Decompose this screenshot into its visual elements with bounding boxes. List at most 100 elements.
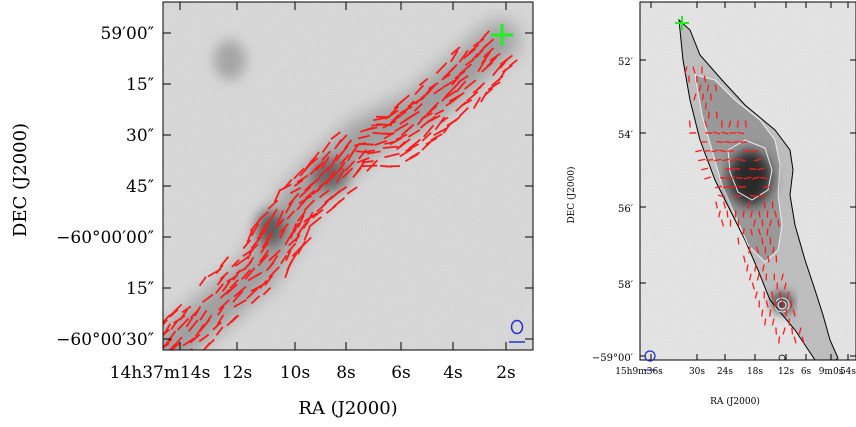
polarization-vector (321, 150, 331, 161)
polarization-vector (299, 236, 312, 250)
polarization-vector (267, 199, 279, 210)
polarization-vector (460, 99, 473, 107)
polarization-vector (786, 291, 790, 299)
polarization-vector (268, 249, 281, 262)
polarization-vector (166, 330, 177, 344)
polarization-vector (482, 47, 495, 58)
polarization-vector (721, 131, 729, 135)
polarization-vector (394, 122, 409, 133)
polarization-vector (692, 66, 696, 74)
polarization-vector (163, 319, 168, 326)
polarization-vector (286, 210, 296, 220)
polarization-vector (423, 124, 435, 138)
polarization-vector (407, 129, 421, 138)
polarization-vector (169, 303, 183, 317)
polarization-vector (268, 255, 279, 269)
polarization-vector (257, 253, 269, 267)
polarization-vector (801, 336, 805, 344)
polarization-vector (684, 66, 688, 74)
polarization-vector (476, 82, 486, 91)
polarization-vector (448, 116, 461, 126)
polarization-vector (311, 208, 324, 219)
polarization-vector (293, 167, 305, 180)
right-xtick-6: 6s (801, 367, 812, 377)
polarization-vector (250, 222, 260, 237)
polarization-vector (743, 149, 751, 153)
polarization-vector (318, 166, 331, 178)
polarization-vector (303, 199, 316, 212)
polarization-vector (398, 138, 411, 149)
polarization-vector (749, 210, 754, 218)
polarization-vector (771, 318, 775, 326)
polarization-vector (308, 216, 322, 228)
polarization-vector (261, 219, 271, 232)
polarization-vector (350, 144, 359, 156)
polarization-vector (199, 309, 208, 321)
polarization-vector (773, 210, 778, 218)
polarization-vector (696, 75, 698, 83)
polarization-vector (297, 214, 305, 228)
polarization-vector (356, 157, 370, 164)
polarization-vector (749, 228, 753, 236)
polarization-vector (304, 189, 316, 200)
polarization-vector (373, 116, 386, 122)
polarization-vector (703, 149, 711, 153)
polarization-vector (259, 241, 270, 254)
polarization-vector (764, 318, 767, 326)
polarization-vector (480, 30, 490, 42)
polarization-vector (720, 219, 725, 227)
left-xtick-5: 6s (391, 363, 411, 383)
polarization-vector (219, 288, 231, 299)
polarization-vector (293, 179, 304, 187)
polarization-vector (450, 49, 459, 63)
polarization-vector (385, 165, 401, 168)
polarization-vector (748, 246, 751, 254)
polarization-vector (409, 151, 421, 160)
polarization-vector (231, 259, 240, 268)
polarization-vector (286, 242, 297, 254)
polarization-vector (756, 273, 760, 281)
polarization-vector (763, 201, 766, 209)
polarization-vector (706, 158, 714, 162)
polarization-vector (189, 333, 201, 344)
polarization-vector (754, 291, 758, 299)
right-polarization-vectors (684, 66, 805, 344)
polarization-vector (293, 222, 300, 233)
left-y-axis-title: DEC (J2000) (10, 123, 31, 237)
polarization-vector (443, 89, 457, 100)
polarization-vector (346, 186, 358, 195)
polarization-vector (215, 283, 224, 295)
polarization-vector (701, 93, 705, 101)
polarization-vector (233, 286, 247, 298)
right-tick-marks (640, 2, 856, 360)
left-polarization-vectors (163, 30, 518, 350)
polarization-vector (309, 163, 321, 176)
left-image (163, 2, 533, 350)
polarization-vector (337, 134, 348, 145)
polarization-vector (483, 87, 494, 97)
polarization-vector (283, 178, 293, 190)
left-panel: 59′00″ 15″ 30″ 45″ −60°00′00″ 15″ −60°00… (10, 1, 534, 419)
polarization-vector (268, 208, 278, 222)
left-beam (509, 319, 525, 343)
polarization-vector (757, 167, 765, 171)
right-beam (644, 350, 656, 371)
polarization-vector (492, 63, 503, 76)
polarization-vector (307, 177, 321, 188)
right-ytick-1: 52′ (618, 57, 634, 68)
polarization-vector (716, 140, 724, 144)
polarization-vector (230, 314, 240, 324)
left-xtick-6: 4s (443, 363, 463, 383)
right-image (640, 2, 856, 360)
left-xtick-1: 14h37m14s (110, 363, 211, 383)
left-xtick-7: 2s (496, 363, 516, 383)
polarization-vector (246, 287, 259, 300)
polarization-vector (219, 256, 230, 268)
polarization-vector (434, 109, 445, 116)
polarization-vector (739, 186, 747, 188)
polarization-vector (717, 194, 726, 198)
polarization-vector (163, 338, 173, 349)
polarization-vector (778, 336, 781, 344)
polarization-vector (464, 79, 477, 90)
polarization-vector (453, 91, 465, 101)
